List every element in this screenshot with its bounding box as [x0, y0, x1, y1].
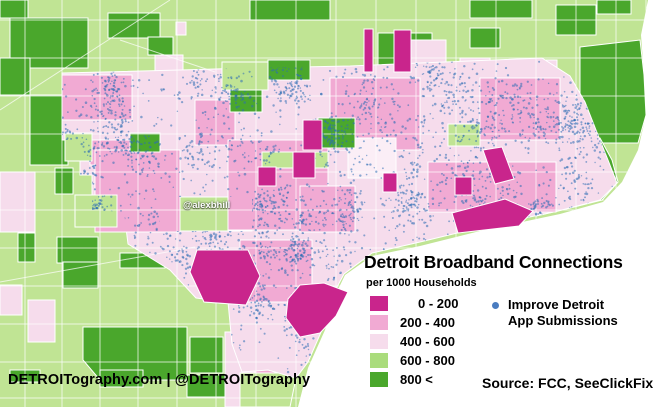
point-legend: Improve Detroit App Submissions [492, 297, 618, 329]
magenta-tracts [189, 28, 534, 338]
legend-items: 0 - 200 200 - 400 400 - 600 600 - 800 800 < [370, 294, 458, 389]
source-credit: Source: FCC, SeeClickFix [482, 375, 654, 391]
point-legend-label: Improve Detroit App Submissions [508, 297, 618, 329]
suburb-darkgreen-tracts [0, 0, 647, 398]
legend-swatch [370, 372, 388, 387]
legend-item: 800 < [370, 370, 458, 389]
legend-item: 200 - 400 [370, 313, 458, 332]
legend-label: 0 - 200 [418, 296, 459, 311]
point-legend-line2: App Submissions [508, 313, 618, 328]
legend-label: 600 - 800 [400, 353, 455, 368]
watermark: @alexbhill [183, 200, 231, 211]
legend-swatch [370, 296, 388, 311]
legend-swatch [370, 334, 388, 349]
legend-item: 600 - 800 [370, 351, 458, 370]
map-subtitle: per 1000 Households [366, 277, 477, 289]
legend-swatch [370, 315, 388, 330]
blue-dot-icon [492, 302, 499, 309]
legend-swatch [370, 353, 388, 368]
point-legend-line1: Improve Detroit [508, 297, 605, 312]
legend-item: 400 - 600 [370, 332, 458, 351]
legend-label: 200 - 400 [400, 315, 455, 330]
legend-item: 0 - 200 [370, 294, 458, 313]
legend-label: 400 - 600 [400, 334, 455, 349]
attribution: DETROITography.com | @DETROITography [8, 372, 311, 388]
map-title: Detroit Broadband Connections [364, 252, 623, 272]
legend-label: 800 < [400, 372, 433, 387]
